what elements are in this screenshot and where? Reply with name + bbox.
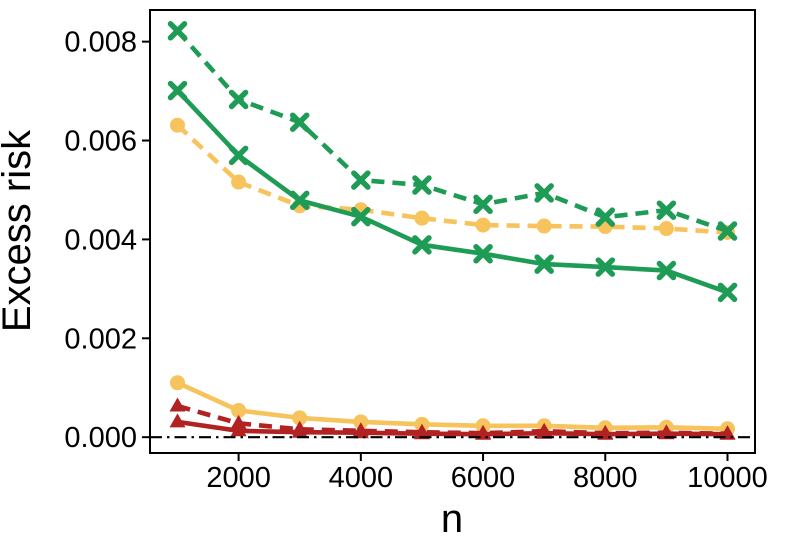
series-yellow-dashed [170, 117, 735, 240]
circle-marker-icon [475, 217, 491, 233]
triangle-marker-icon [230, 422, 247, 437]
circle-marker-icon [231, 402, 247, 418]
series-red-dashed [169, 397, 736, 440]
plot-area: 2000 4000 6000 8000 10000 0.000 0.002 0.004 0.00… [64, 9, 768, 494]
y-tick-label: 0.006 [64, 126, 137, 158]
series-yellow-solid [170, 375, 735, 437]
x-axis-label: n [441, 497, 463, 541]
triangle-marker-icon [719, 425, 736, 440]
x-marker-icon [595, 257, 616, 277]
y-tick-label: 0.002 [64, 323, 137, 355]
x-tick-label: 4000 [329, 462, 394, 494]
circle-marker-icon [658, 221, 674, 237]
series-line [176, 403, 728, 436]
triangle-marker-icon [169, 397, 186, 412]
x-marker-icon [351, 170, 371, 190]
y-axis-label: Excess risk [0, 129, 39, 332]
x-marker-icon [167, 21, 188, 41]
series-line [176, 380, 728, 432]
x-marker-icon [534, 183, 554, 203]
x-marker-icon [412, 175, 432, 195]
x-marker-icon [289, 190, 310, 211]
x-marker-icon [289, 112, 310, 132]
x-marker-icon [656, 200, 677, 220]
x-marker-icon [473, 243, 493, 264]
plot-border [149, 9, 756, 454]
x-tick-label: 6000 [451, 462, 516, 494]
triangle-marker-icon [230, 414, 247, 429]
x-marker-icon [717, 221, 738, 241]
y-tick-label: 0.004 [64, 224, 137, 256]
y-tick-label: 0.008 [64, 27, 137, 59]
x-marker-icon [473, 194, 493, 215]
circle-marker-icon [414, 210, 430, 226]
x-marker-icon [717, 282, 738, 303]
triangle-marker-icon [169, 413, 186, 428]
x-marker-icon [228, 145, 249, 166]
x-marker-icon [228, 89, 249, 110]
series-line [175, 123, 728, 235]
circle-marker-icon [292, 410, 308, 426]
triangle-marker-icon [475, 424, 492, 439]
triangle-marker-icon [597, 424, 614, 439]
series-green-solid [167, 80, 738, 303]
triangle-marker-icon [413, 423, 430, 438]
x-tick-label: 8000 [573, 462, 638, 494]
series-line [175, 29, 729, 234]
y-tick-label: 0.000 [64, 422, 137, 454]
triangle-marker-icon [291, 420, 308, 435]
circle-marker-icon [231, 174, 247, 190]
x-marker-icon [351, 206, 371, 227]
circle-marker-icon [353, 414, 369, 430]
triangle-marker-icon [352, 422, 369, 437]
x-tick-label: 2000 [206, 462, 271, 494]
series-line [175, 89, 729, 295]
triangle-marker-icon [658, 424, 675, 439]
circle-marker-icon [536, 218, 552, 234]
triangle-marker-icon [536, 422, 553, 437]
circle-marker-icon [170, 375, 185, 391]
x-marker-icon [595, 207, 616, 227]
x-marker-icon [412, 235, 432, 255]
x-marker-icon [167, 80, 188, 101]
x-marker-icon [656, 260, 677, 281]
x-marker-icon [534, 254, 554, 274]
circle-marker-icon [170, 117, 185, 133]
series-green-dashed [167, 21, 738, 241]
x-tick-label: 10000 [687, 462, 768, 494]
